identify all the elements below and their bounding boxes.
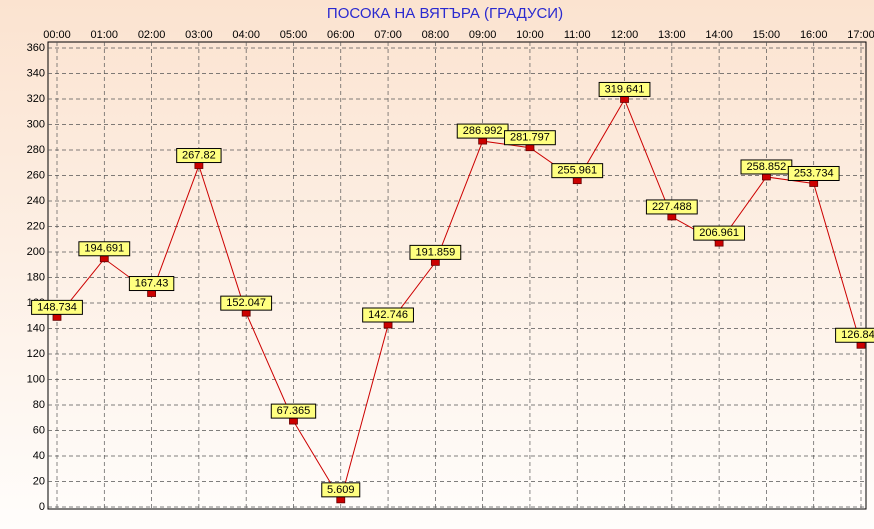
y-tick-label: 40: [33, 450, 45, 462]
x-tick-label: 17:00: [847, 29, 874, 41]
data-label-box: [78, 241, 131, 257]
marker: [147, 290, 156, 297]
marker: [52, 313, 62, 321]
y-tick-label: 80: [33, 399, 45, 411]
data-label: 167.43: [135, 277, 169, 289]
marker: [241, 309, 251, 317]
data-label: 148.734: [37, 301, 77, 313]
x-tick-label: 06:00: [327, 29, 355, 41]
data-label-box: [504, 130, 556, 146]
data-label: 267.82: [182, 149, 216, 161]
x-tick-label: 08:00: [422, 29, 450, 41]
data-label: 142.746: [368, 309, 408, 321]
data-label-box: [693, 225, 746, 241]
data-label: 152.047: [226, 297, 266, 309]
data-label: 191.859: [415, 246, 455, 258]
x-tick-label: 05:00: [280, 29, 308, 41]
data-label-box: [31, 299, 83, 315]
data-label: 5.609: [327, 484, 355, 496]
marker: [478, 137, 488, 145]
marker: [572, 177, 582, 185]
chart-title: ПОСОКА НА ВЯТЪРА (ГРАДУСИ): [327, 5, 563, 22]
data-label: 255.961: [557, 165, 597, 177]
marker: [289, 417, 298, 425]
x-tick-label: 09:00: [469, 29, 497, 41]
marker: [809, 180, 819, 187]
y-tick-label: 140: [27, 322, 45, 334]
x-tick-label: 10:00: [516, 29, 544, 41]
data-label: 258.852: [747, 161, 787, 173]
y-tick-label: 300: [27, 118, 45, 130]
data-label-box: [321, 482, 361, 498]
x-tick-label: 14:00: [705, 29, 733, 41]
data-label-box: [128, 276, 175, 292]
data-label: 126.844: [841, 329, 874, 341]
y-tick-label: 280: [27, 144, 45, 156]
data-label-box: [220, 295, 273, 311]
x-tick-label: 03:00: [185, 29, 213, 41]
data-label-box: [551, 163, 604, 179]
marker: [99, 255, 109, 263]
y-tick-label: 20: [33, 475, 45, 487]
x-tick-label: 13:00: [658, 29, 686, 41]
data-label: 67.365: [277, 405, 311, 417]
data-label-box: [409, 244, 462, 260]
marker: [762, 173, 771, 181]
plot-frame: [47, 41, 867, 510]
y-tick-label: 340: [27, 67, 45, 79]
data-label: 194.691: [84, 243, 124, 255]
y-tick-label: 120: [27, 348, 45, 360]
marker: [620, 96, 629, 103]
y-tick-label: 320: [27, 93, 45, 105]
marker: [336, 496, 346, 504]
data-label: 206.961: [699, 227, 739, 239]
data-label-box: [835, 327, 874, 343]
x-tick-label: 04:00: [232, 29, 260, 41]
data-label: 286.992: [463, 125, 503, 137]
data-label-box: [598, 81, 651, 97]
x-tick-label: 01:00: [91, 29, 119, 41]
x-tick-label: 00:00: [43, 29, 71, 41]
y-tick-label: 240: [27, 195, 45, 207]
marker: [383, 321, 393, 329]
marker: [667, 213, 677, 221]
data-label-box: [176, 148, 222, 164]
data-label: 319.641: [605, 83, 645, 95]
y-tick-label: 0: [39, 501, 45, 513]
data-label-box: [270, 403, 317, 419]
data-label: 253.734: [794, 167, 834, 179]
marker: [525, 144, 535, 152]
data-label: 227.488: [652, 201, 692, 213]
marker: [714, 239, 724, 247]
y-tick-label: 360: [27, 42, 45, 54]
data-label: 281.797: [510, 132, 550, 144]
y-tick-label: 260: [27, 169, 45, 181]
x-tick-label: 15:00: [753, 29, 781, 41]
x-tick-label: 02:00: [138, 29, 166, 41]
y-tick-label: 60: [33, 424, 45, 436]
y-tick-label: 220: [27, 220, 45, 232]
y-tick-label: 180: [27, 271, 45, 283]
data-label-box: [787, 165, 840, 181]
x-tick-label: 07:00: [374, 29, 402, 41]
y-tick-label: 200: [27, 246, 45, 258]
data-label-box: [362, 307, 414, 323]
x-tick-label: 16:00: [800, 29, 828, 41]
marker: [856, 341, 866, 349]
data-label-box: [645, 199, 698, 215]
marker: [430, 258, 440, 266]
x-tick-label: 12:00: [611, 29, 639, 41]
marker: [194, 162, 204, 169]
x-tick-label: 11:00: [564, 29, 591, 41]
y-tick-label: 100: [27, 373, 45, 385]
